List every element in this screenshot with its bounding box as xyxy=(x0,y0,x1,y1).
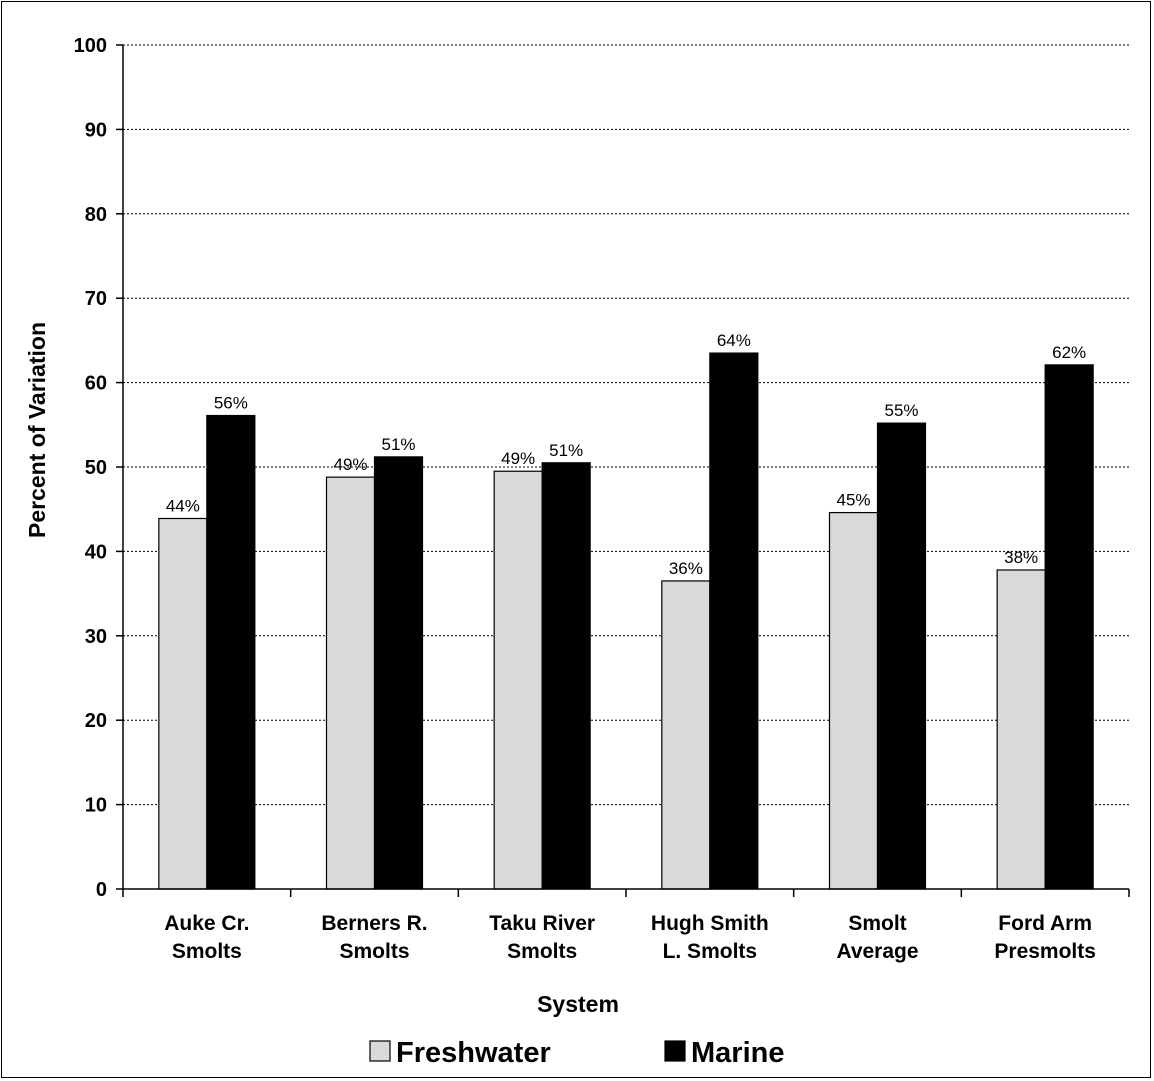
x-axis-title: System xyxy=(537,991,619,1017)
x-category-label: Auke Cr. Smolts xyxy=(164,912,249,963)
bar-marine xyxy=(709,352,759,890)
y-tick-label: 90 xyxy=(85,119,107,141)
bar-marine xyxy=(206,414,256,890)
category-label-line: Taku River xyxy=(489,912,595,935)
axes xyxy=(116,44,1130,897)
y-tick-label: 80 xyxy=(85,204,107,226)
data-label: 44% xyxy=(166,496,200,515)
y-tick-label: 10 xyxy=(85,795,107,817)
data-label: 62% xyxy=(1052,343,1086,362)
bar-marine xyxy=(373,456,424,890)
x-category-label: Berners R. Smolts xyxy=(321,912,427,963)
category-label-line: Smolts xyxy=(507,940,577,963)
category-label-line: Hugh Smith xyxy=(651,912,769,935)
bar-marine xyxy=(541,462,591,890)
category-label-line: Ford Arm xyxy=(998,912,1092,935)
bar-marine xyxy=(1044,364,1094,890)
data-label: 51% xyxy=(381,435,415,454)
data-labels: 44% 56% 49% 51% 49% 51% 36% 64% 45% 55% 38% 62% xyxy=(166,331,1086,578)
category-label-line: Berners R. xyxy=(321,912,427,935)
x-category-label: Smolt Average xyxy=(836,912,918,963)
y-tick-label: 50 xyxy=(85,457,107,479)
category-label-line: Average xyxy=(836,940,918,963)
data-label: 49% xyxy=(333,455,367,474)
data-label: 64% xyxy=(717,331,751,350)
legend-swatch-marine xyxy=(664,1040,686,1062)
bar-freshwater xyxy=(325,476,376,890)
y-tick-label: 70 xyxy=(85,288,107,310)
y-tick-labels: 0 10 20 30 40 50 60 70 80 90 100 xyxy=(74,35,107,901)
y-tick-label: 30 xyxy=(85,626,107,648)
legend-label-marine: Marine xyxy=(691,1037,784,1069)
y-axis-title: Percent of Variation xyxy=(24,322,50,538)
bar-freshwater xyxy=(661,580,711,890)
y-tick-label: 60 xyxy=(85,373,107,395)
category-label-line: Presmolts xyxy=(994,940,1096,963)
category-label-line: Smolts xyxy=(172,940,242,963)
data-label: 55% xyxy=(884,401,918,420)
legend: Freshwater Marine xyxy=(369,1037,784,1069)
data-label: 49% xyxy=(501,449,535,468)
bar-freshwater xyxy=(996,569,1046,890)
category-label-line: Smolts xyxy=(339,940,409,963)
data-label: 51% xyxy=(549,441,583,460)
y-tick-label: 40 xyxy=(85,541,107,563)
y-tick-label: 20 xyxy=(85,710,107,732)
x-category-label: Ford Arm Presmolts xyxy=(994,912,1096,963)
bars xyxy=(158,352,1094,890)
data-label: 56% xyxy=(214,394,248,413)
data-label: 36% xyxy=(669,559,703,578)
data-label: 38% xyxy=(1004,548,1038,567)
y-tick-label: 0 xyxy=(96,879,107,901)
legend-swatch-freshwater xyxy=(369,1040,391,1062)
bar-freshwater xyxy=(158,517,208,890)
legend-label-freshwater: Freshwater xyxy=(396,1037,551,1069)
x-category-label: Hugh Smith L. Smolts xyxy=(651,912,769,963)
bar-marine xyxy=(876,422,927,890)
category-label-line: L. Smolts xyxy=(663,940,758,963)
y-tick-label: 100 xyxy=(74,35,107,57)
bar-freshwater xyxy=(493,470,543,890)
x-category-label: Taku River Smolts xyxy=(489,912,595,963)
category-label-line: Auke Cr. xyxy=(164,912,249,935)
data-label: 45% xyxy=(836,491,870,510)
bar-freshwater xyxy=(828,511,879,890)
category-label-line: Smolt xyxy=(848,912,906,935)
gridlines xyxy=(123,44,1129,806)
